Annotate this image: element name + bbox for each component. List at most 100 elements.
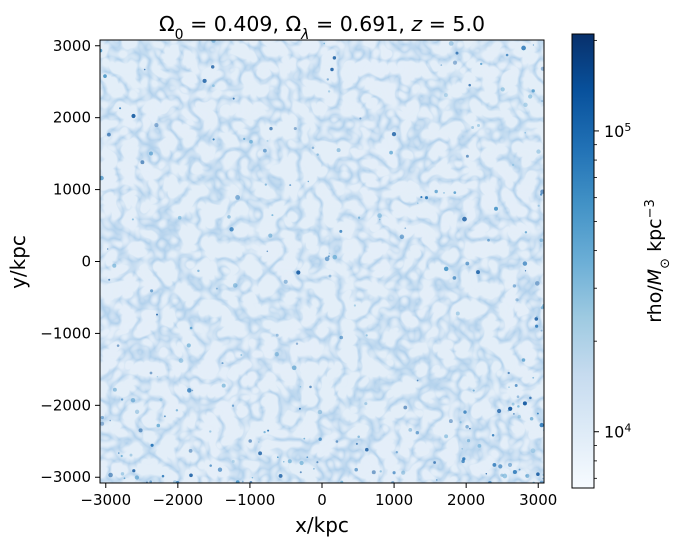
density-clump — [472, 389, 475, 392]
density-clump — [461, 448, 463, 450]
colorbar-bar — [571, 33, 595, 489]
density-clump — [324, 256, 330, 262]
density-clump — [365, 334, 368, 337]
density-clump — [443, 192, 445, 194]
density-clump — [283, 279, 288, 284]
density-clump — [420, 196, 423, 199]
density-clump — [263, 430, 266, 434]
density-clump — [502, 473, 508, 479]
density-clump — [159, 398, 163, 402]
density-clump — [289, 184, 292, 187]
density-clump — [313, 467, 315, 470]
density-clump — [530, 448, 536, 454]
density-clump — [120, 454, 123, 458]
density-clump — [296, 270, 301, 275]
density-clump — [129, 453, 133, 457]
density-clump — [507, 371, 510, 375]
density-clump — [107, 248, 109, 250]
density-clump — [264, 183, 267, 186]
density-clump — [392, 471, 396, 475]
density-clump — [524, 270, 527, 272]
x-axis: −3000 −2000 −1000 0 1000 2000 3000 — [80, 483, 557, 509]
x-tick-label: −3000 — [80, 491, 131, 509]
density-clump — [517, 415, 521, 419]
density-clump — [537, 204, 540, 207]
density-clump — [186, 343, 191, 348]
density-clump — [500, 87, 505, 92]
y-tick-label: 1000 — [53, 181, 91, 199]
density-clump — [462, 457, 466, 461]
density-clump — [522, 261, 528, 266]
density-clump — [521, 45, 526, 51]
density-clump — [209, 430, 212, 433]
density-clump — [505, 53, 509, 57]
density-clump — [440, 64, 443, 66]
density-clump — [149, 480, 153, 483]
density-clump — [522, 401, 527, 406]
density-clump — [355, 442, 358, 445]
density-clump — [357, 216, 361, 219]
density-clump — [395, 451, 398, 454]
density-clump — [100, 175, 104, 181]
density-clump — [531, 89, 535, 93]
density-clump — [258, 451, 263, 456]
density-clump — [448, 419, 453, 424]
density-clump — [309, 385, 312, 389]
density-clump — [512, 469, 517, 475]
density-clump — [497, 408, 502, 414]
density-clump — [156, 423, 161, 428]
density-clump — [332, 254, 338, 260]
density-clump — [119, 107, 122, 110]
density-clump — [529, 417, 534, 421]
density-clump — [210, 65, 215, 69]
y-tick-label: 0 — [81, 253, 91, 271]
density-clump — [404, 227, 407, 230]
density-clump — [540, 66, 544, 71]
density-clump — [221, 362, 224, 365]
density-clump — [401, 470, 406, 475]
density-clump — [532, 376, 535, 379]
x-tick-label: −2000 — [152, 491, 203, 509]
density-clump — [323, 42, 326, 45]
density-clump — [377, 213, 382, 218]
density-clump — [100, 415, 104, 420]
density-clump — [271, 214, 274, 217]
density-clump — [359, 117, 362, 120]
density-clump — [140, 160, 145, 165]
density-clump — [529, 396, 532, 400]
density-clump — [452, 60, 458, 65]
density-clump — [116, 344, 120, 347]
density-clump — [477, 124, 480, 127]
density-clump — [240, 354, 243, 356]
density-clump — [154, 123, 159, 128]
density-clump — [517, 405, 520, 408]
density-clump — [274, 352, 279, 357]
density-clump — [455, 51, 459, 55]
density-clump — [232, 97, 235, 100]
density-clump — [112, 263, 117, 268]
density-clump — [241, 480, 244, 483]
density-clump — [211, 40, 216, 43]
colorbar-tick-label: 105 — [604, 120, 631, 141]
x-axis-label: x/kpc — [295, 513, 349, 537]
density-clump — [263, 148, 267, 153]
density-clump — [399, 234, 405, 240]
density-clump — [197, 269, 200, 273]
density-clump — [340, 480, 344, 483]
density-clump — [541, 304, 544, 309]
density-clump — [189, 326, 193, 330]
density-clump — [120, 398, 124, 401]
density-clump — [521, 358, 526, 362]
density-clump — [507, 462, 513, 467]
density-clump — [156, 313, 158, 316]
density-clump — [120, 472, 125, 476]
density-clump — [507, 409, 510, 412]
density-clump — [539, 238, 544, 243]
density-clump — [212, 138, 215, 141]
density-clump — [287, 459, 292, 464]
density-clump — [150, 443, 154, 447]
density-clump — [535, 324, 539, 328]
density-clump — [131, 113, 136, 119]
x-tick-label: 1000 — [375, 491, 413, 509]
